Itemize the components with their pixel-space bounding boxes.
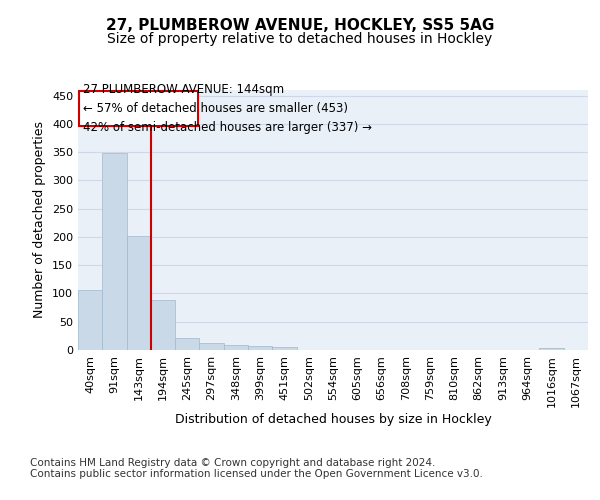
FancyBboxPatch shape [79, 90, 198, 126]
Bar [102, 154, 127, 350]
Bar [539, 348, 564, 350]
Bar [248, 346, 272, 350]
Bar [127, 236, 151, 350]
Bar [151, 300, 175, 350]
Bar [272, 347, 296, 350]
Y-axis label: Number of detached properties: Number of detached properties [34, 122, 46, 318]
Text: 27 PLUMBEROW AVENUE: 144sqm
← 57% of detached houses are smaller (453)
42% of se: 27 PLUMBEROW AVENUE: 144sqm ← 57% of det… [83, 82, 372, 134]
Bar [224, 346, 248, 350]
Bar [78, 290, 102, 350]
Text: Distribution of detached houses by size in Hockley: Distribution of detached houses by size … [175, 412, 491, 426]
Bar [175, 338, 199, 350]
Text: Size of property relative to detached houses in Hockley: Size of property relative to detached ho… [107, 32, 493, 46]
Text: 27, PLUMBEROW AVENUE, HOCKLEY, SS5 5AG: 27, PLUMBEROW AVENUE, HOCKLEY, SS5 5AG [106, 18, 494, 32]
Bar [199, 342, 224, 350]
Text: Contains HM Land Registry data © Crown copyright and database right 2024.
Contai: Contains HM Land Registry data © Crown c… [30, 458, 483, 479]
